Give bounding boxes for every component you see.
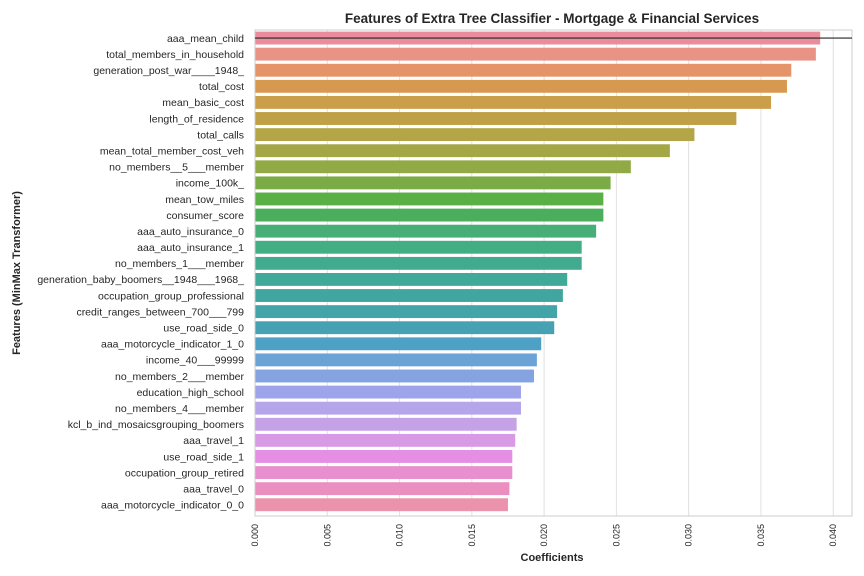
- chart-title: Features of Extra Tree Classifier - Mort…: [345, 11, 759, 26]
- y-axis-label: Features (MinMax Transformer): [11, 191, 23, 355]
- bar-no_members_4___member: [255, 401, 521, 415]
- bar-mean_tow_miles: [255, 192, 604, 206]
- y-tick-label: no_members_2___member: [115, 371, 244, 383]
- y-tick-label: aaa_travel_1: [183, 435, 244, 447]
- bar-credit_ranges_between_700___799: [255, 305, 558, 319]
- bar-occupation_group_retired: [255, 466, 513, 479]
- y-tick-label: mean_total_member_cost_veh: [100, 145, 244, 157]
- y-tick-label: no_members_1___member: [115, 258, 244, 270]
- bar-use_road_side_1: [255, 450, 513, 463]
- x-tick-label: 0.035: [756, 524, 766, 547]
- bar-aaa_motorcycle_indicator_1_0: [255, 337, 542, 351]
- bar-aaa_auto_insurance_1: [255, 240, 582, 254]
- x-tick-label: 0.025: [611, 524, 621, 547]
- bar-no_members_1___member: [255, 256, 582, 270]
- y-tick-label: mean_tow_miles: [165, 194, 244, 206]
- y-tick-label: use_road_side_0: [163, 323, 244, 335]
- bar-income_40___99999: [255, 353, 537, 367]
- y-tick-label: consumer_score: [166, 210, 244, 222]
- bar-aaa_travel_1: [255, 433, 516, 447]
- y-tick-label: aaa_motorcycle_indicator_1_0: [101, 339, 244, 351]
- y-tick-label: aaa_mean_child: [167, 33, 244, 45]
- y-tick-label: occupation_group_professional: [98, 290, 244, 302]
- y-tick-labels: aaa_mean_child total_members_in_household…: [37, 33, 244, 512]
- bar-mean_basic_cost: [255, 95, 772, 109]
- y-tick-label: income_40___99999: [146, 355, 244, 367]
- plot-frame: [254, 29, 853, 517]
- y-tick-label: kcl_b_ind_mosaicsgrouping_boomers: [68, 419, 244, 431]
- x-tick-label: 0.010: [395, 524, 405, 547]
- bar-no_members__5___member: [255, 160, 631, 174]
- y-tick-label: no_members__5___member: [109, 162, 244, 174]
- bar-total_calls: [255, 128, 695, 142]
- bar-mean_total_member_cost_veh: [255, 144, 670, 158]
- x-axis-label: Coefficients: [521, 552, 584, 564]
- x-tick-label: 0.015: [467, 524, 477, 547]
- bar-aaa_motorcycle_indicator_0_0: [255, 498, 508, 512]
- y-tick-label: aaa_travel_0: [183, 483, 244, 495]
- y-tick-label: total_members_in_household: [106, 49, 244, 61]
- bar-no_members_2___member: [255, 369, 534, 383]
- x-tick-label: 0.030: [684, 524, 694, 547]
- y-tick-label: credit_ranges_between_700___799: [76, 306, 244, 318]
- bar-generation_post_war____1948_: [255, 63, 792, 77]
- bar-kcl_b_ind_mosaicsgrouping_boomers: [255, 417, 517, 431]
- x-tick-label: 0.005: [322, 524, 332, 547]
- bars: [255, 31, 821, 512]
- bar-aaa_auto_insurance_0: [255, 224, 597, 238]
- bar-education_high_school: [255, 385, 521, 399]
- bar-occupation_group_professional: [255, 289, 563, 302]
- bar-total_cost: [255, 79, 787, 93]
- y-tick-label: total_calls: [197, 129, 244, 141]
- y-tick-label: total_cost: [199, 81, 244, 93]
- y-tick-label: income_100k_: [176, 178, 244, 190]
- bar-length_of_residence: [255, 112, 737, 125]
- y-tick-label: aaa_motorcycle_indicator_0_0: [101, 500, 244, 512]
- y-tick-label: length_of_residence: [149, 113, 244, 125]
- x-tick-label: 0.020: [539, 524, 549, 547]
- y-tick-label: aaa_auto_insurance_1: [137, 242, 244, 254]
- x-tick-label: 0.040: [828, 524, 838, 547]
- y-tick-label: generation_post_war____1948_: [93, 65, 244, 77]
- y-tick-label: mean_basic_cost: [162, 97, 244, 109]
- y-tick-label: education_high_school: [137, 387, 244, 399]
- bar-use_road_side_0: [255, 321, 555, 335]
- bar-generation_baby_boomers__1948___1968_: [255, 273, 568, 286]
- x-tick-labels: 0.000 0.005 0.010 0.015 0.020 0.025 0.030 0.035…: [250, 524, 838, 547]
- y-tick-label: aaa_auto_insurance_0: [137, 226, 244, 238]
- y-tick-label: generation_baby_boomers__1948___1968_: [37, 274, 244, 286]
- bar-aaa_travel_0: [255, 482, 510, 496]
- bar-income_100k_: [255, 176, 611, 190]
- bar-consumer_score: [255, 208, 604, 222]
- y-tick-label: use_road_side_1: [163, 451, 244, 463]
- y-tick-label: occupation_group_retired: [125, 467, 244, 479]
- bar-total_members_in_household: [255, 47, 816, 61]
- y-tick-label: no_members_4___member: [115, 403, 244, 415]
- x-tick-label: 0.000: [250, 524, 260, 547]
